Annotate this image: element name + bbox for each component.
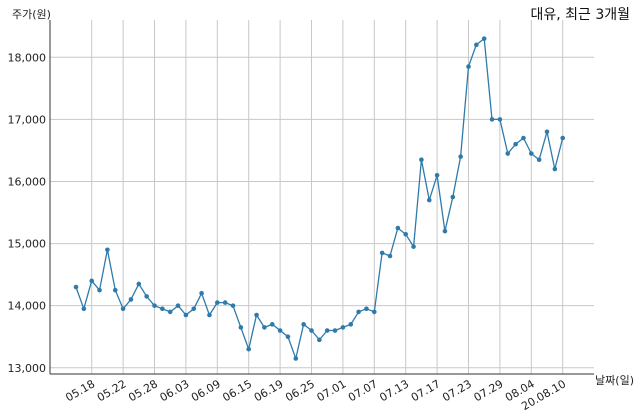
data-point	[552, 166, 558, 172]
price-points	[73, 36, 565, 361]
data-point	[277, 328, 283, 333]
data-point	[97, 287, 102, 293]
data-point	[215, 300, 220, 305]
data-point	[246, 346, 251, 352]
data-point	[529, 151, 534, 156]
x-tick-label: 06.15	[220, 377, 254, 404]
data-point	[395, 225, 401, 231]
data-point	[356, 309, 361, 315]
data-point	[387, 253, 393, 259]
data-point	[152, 303, 157, 308]
data-point	[481, 36, 487, 41]
y-axis-label: 주가(원)	[12, 8, 51, 21]
data-point	[160, 306, 165, 312]
data-point	[372, 309, 377, 315]
data-point	[340, 325, 346, 330]
data-point	[521, 135, 526, 141]
data-point	[120, 306, 126, 312]
data-point	[222, 300, 228, 305]
grid	[50, 20, 594, 374]
data-point	[81, 306, 87, 312]
y-tick-label: 14,000	[8, 300, 47, 313]
x-tick-label: 05.18	[63, 377, 97, 404]
x-tick-label: 06.25	[283, 377, 317, 404]
data-point	[426, 197, 432, 203]
data-point	[560, 135, 565, 141]
x-tick-label: 05.22	[95, 377, 129, 404]
data-point	[403, 231, 409, 237]
x-tick-label: 06.09	[189, 377, 223, 404]
data-point	[513, 141, 518, 147]
x-tick-label: 07.29	[472, 377, 506, 404]
x-axis-label: 날짜(일)	[595, 374, 634, 387]
price-line	[75, 37, 564, 361]
y-tick-label: 15,000	[8, 238, 47, 251]
data-point	[489, 117, 495, 122]
data-point	[317, 337, 322, 343]
x-tick-label: 07.23	[440, 377, 474, 404]
x-tick-label: 06.19	[252, 377, 286, 404]
data-point	[128, 297, 134, 302]
data-point	[144, 294, 149, 299]
data-point	[230, 303, 236, 308]
y-tick-label: 13,000	[8, 362, 47, 375]
data-point	[536, 157, 542, 163]
data-point	[167, 309, 173, 315]
data-point	[175, 303, 181, 308]
data-point	[199, 290, 204, 296]
data-point	[442, 228, 448, 234]
data-point	[254, 312, 259, 318]
data-point	[458, 154, 463, 159]
data-point	[285, 334, 291, 340]
y-tick-labels: 13,000 14,000 15,000 16,000 17,000 18,000	[8, 51, 47, 375]
data-point	[364, 306, 369, 312]
data-point	[379, 250, 385, 256]
data-point	[411, 244, 416, 249]
data-point	[112, 287, 118, 293]
data-point	[269, 322, 275, 327]
data-point	[262, 325, 267, 330]
data-point	[474, 42, 479, 48]
data-point	[419, 157, 424, 163]
data-point	[238, 325, 244, 330]
data-point	[324, 328, 330, 333]
data-point	[207, 312, 212, 318]
x-tick-label: 06.03	[158, 377, 192, 404]
data-point	[332, 328, 338, 333]
data-point	[105, 247, 110, 253]
data-point	[73, 284, 79, 290]
x-tick-label: 07.17	[409, 377, 443, 404]
data-point	[450, 194, 456, 200]
y-tick-label: 16,000	[8, 175, 47, 188]
data-point	[434, 172, 440, 178]
y-tick-label: 17,000	[8, 113, 47, 126]
data-point	[309, 328, 314, 333]
price-series	[75, 37, 564, 361]
data-point	[293, 356, 299, 361]
data-point	[466, 64, 471, 69]
x-tick-label: 07.07	[346, 377, 380, 404]
y-tick-label: 18,000	[8, 51, 47, 64]
x-tick-label: 07.13	[377, 377, 411, 404]
data-point	[136, 281, 142, 287]
data-point	[497, 117, 503, 122]
data-point	[348, 322, 354, 327]
chart-title: 대유, 최근 3개월	[530, 7, 630, 23]
data-point	[301, 322, 306, 327]
data-point	[89, 278, 94, 284]
x-tick-label: 05.28	[126, 377, 160, 404]
data-point	[191, 306, 197, 312]
data-point	[505, 151, 511, 156]
data-point	[544, 129, 550, 135]
x-tick-labels: 05.1805.2205.2806.0306.0906.1506.1906.25…	[63, 377, 568, 413]
axes	[49, 20, 594, 375]
x-tick-label: 07.01	[315, 377, 349, 404]
data-point	[183, 312, 189, 318]
